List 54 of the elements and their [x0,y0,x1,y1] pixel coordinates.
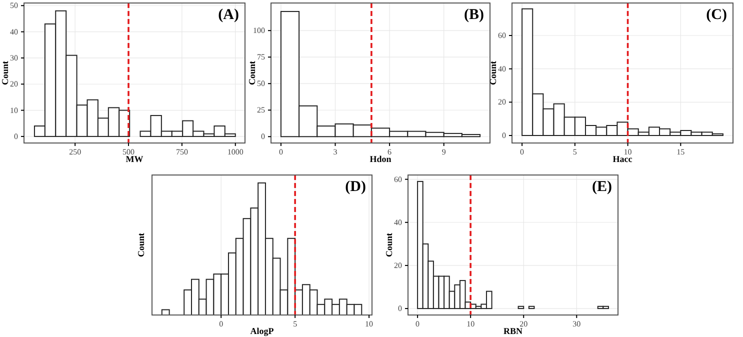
x-tick-label: 0 [219,320,224,329]
chart-title: (A) [218,7,239,23]
x-tick-label: 0 [520,148,524,157]
y-tick-label: 20 [498,98,506,107]
x-tick-label: 0 [416,320,420,329]
x-axis-title: Hacc [612,154,632,164]
x-tick-label: 10 [365,320,374,329]
bar [161,309,170,316]
y-tick-label: 40 [10,27,18,36]
y-tick-label: 100 [253,26,265,36]
y-tick-label: 10 [10,106,18,115]
x-tick-label: 5 [572,148,577,157]
x-axis-title: Hdon [370,154,392,164]
x-axis-title: MW [126,154,144,164]
x-axis-title: RBN [503,326,523,336]
y-tick-label: 60 [394,174,402,184]
y-axis-title: Count [488,60,498,86]
y-axis-title: Count [247,60,257,86]
chart-title: (D) [345,179,366,195]
x-tick-label: 10 [624,148,632,157]
x-tick-label: 30 [572,320,581,329]
chart-title: (E) [592,179,612,195]
y-tick-label: 0 [261,132,265,142]
y-tick-label: 0 [502,131,506,140]
y-tick-label: 75 [257,52,265,62]
x-tick-label: 500 [122,148,135,157]
x-tick-label: 9 [442,148,446,157]
x-tick-label: 1000 [227,148,244,157]
y-axis-title: Count [384,232,394,258]
y-tick-label: 40 [498,64,506,74]
y-tick-label: 0 [14,132,18,142]
y-tick-label: 20 [394,261,402,270]
chart-title: (C) [706,7,727,23]
x-axis-title: AlogP [250,326,274,336]
x-tick-label: 5 [293,320,298,329]
x-tick-label: 15 [676,148,685,157]
y-tick-label: 0 [398,304,402,314]
x-tick-label: 3 [333,148,338,157]
y-tick-label: 60 [498,31,506,40]
y-tick-label: 20 [10,80,18,89]
y-tick-label: 30 [10,54,18,63]
x-tick-label: 750 [176,148,188,157]
y-tick-label: 25 [257,106,265,115]
x-tick-label: 20 [520,320,528,329]
x-tick-label: 6 [388,148,392,157]
y-axis-title: Count [136,232,146,258]
y-tick-label: 40 [394,218,402,227]
y-tick-label: 50 [10,1,18,10]
chart-title: (B) [464,7,484,23]
y-axis-title: Count [0,60,10,86]
x-tick-label: 10 [466,320,475,329]
x-tick-label: 0 [278,148,283,157]
y-tick-label: 50 [257,79,265,88]
x-tick-label: 250 [69,148,82,157]
